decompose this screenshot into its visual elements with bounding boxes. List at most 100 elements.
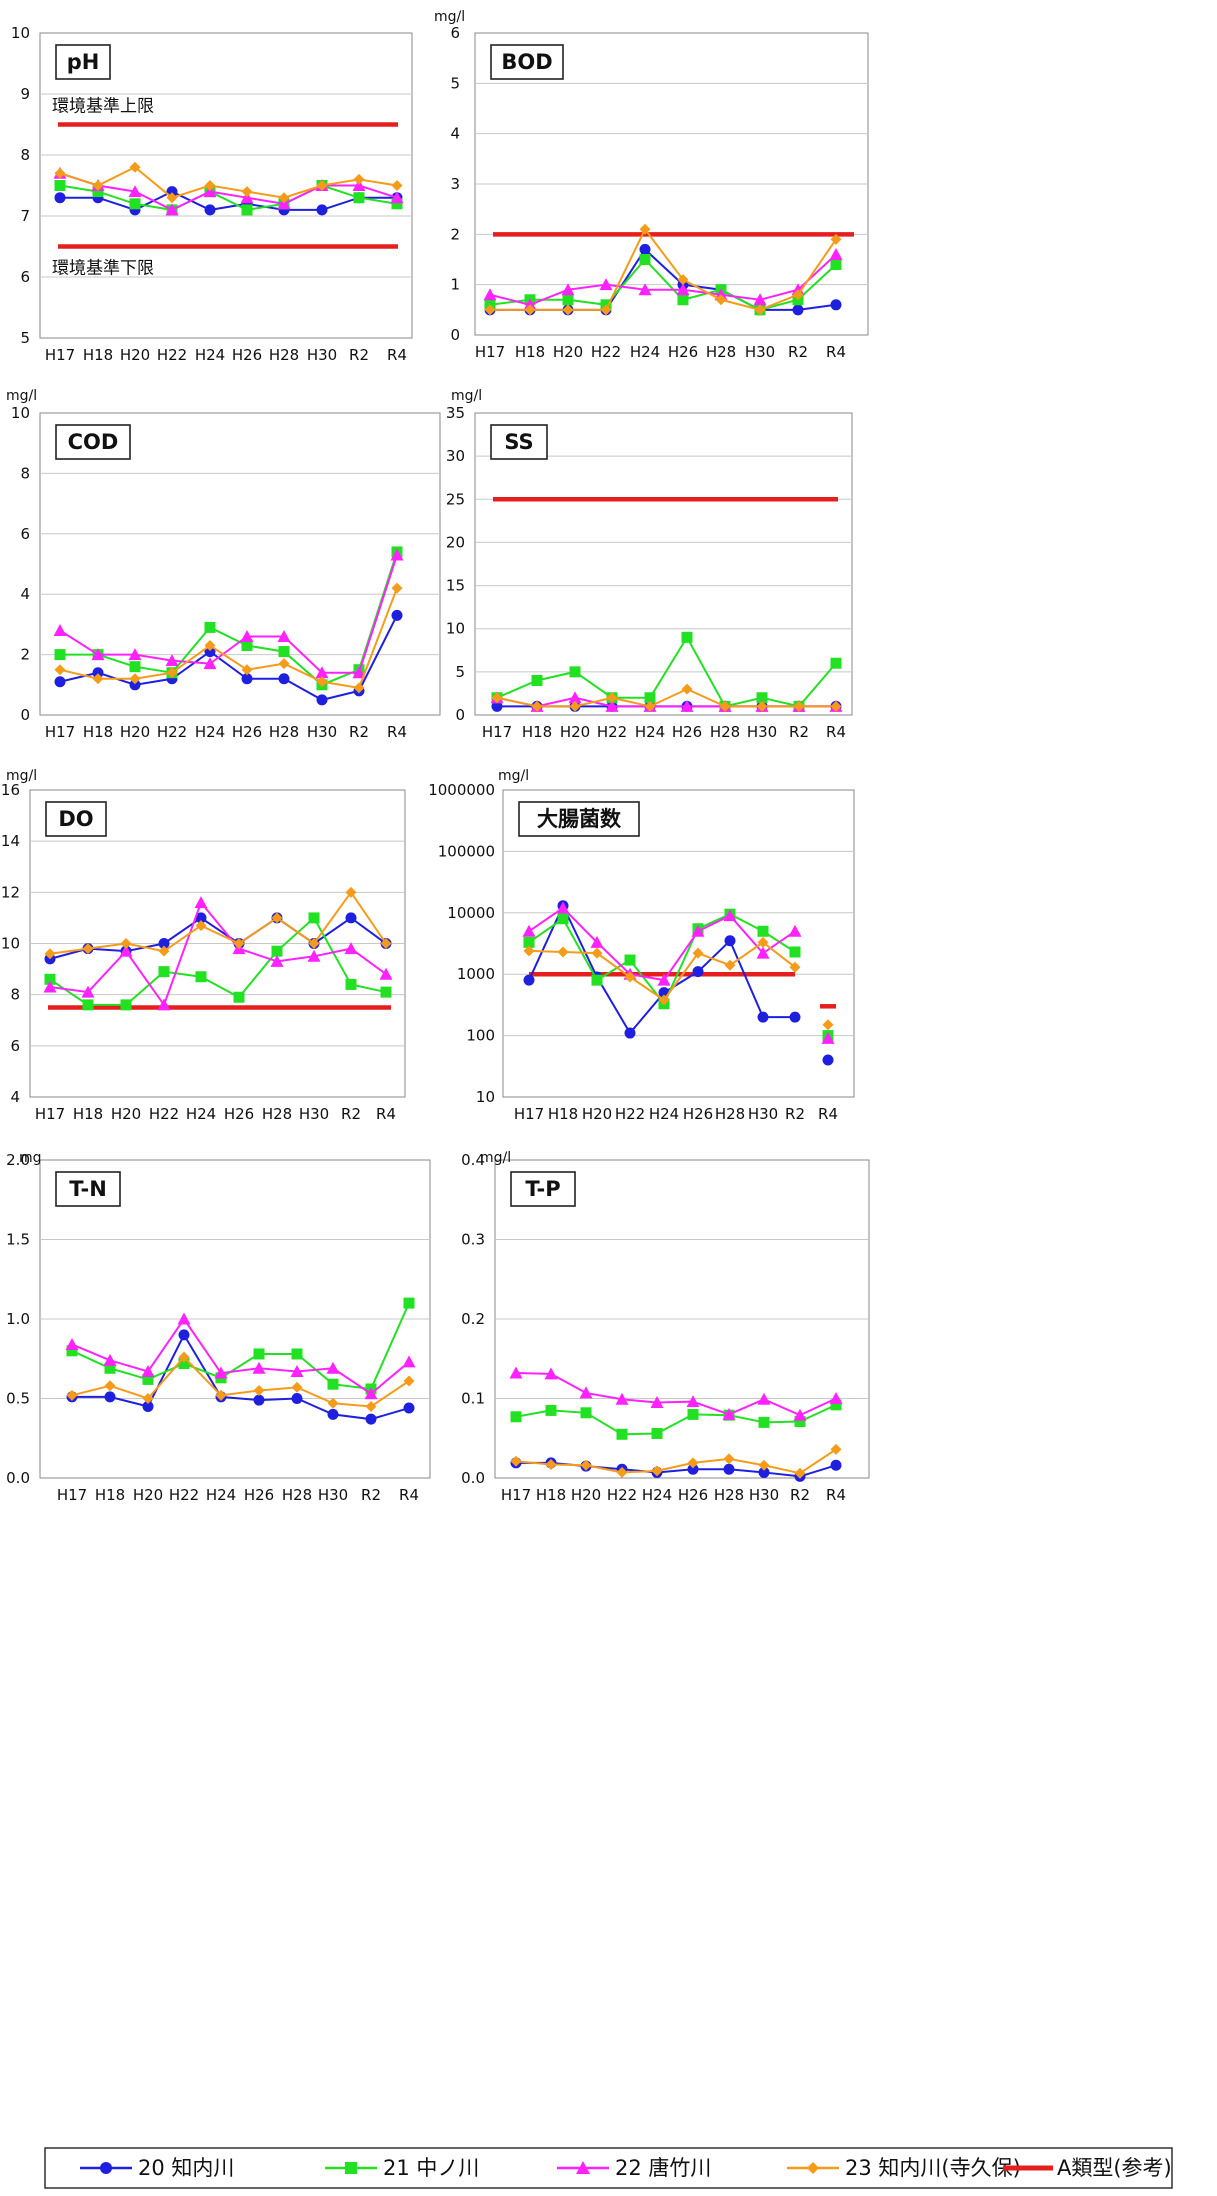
data-point <box>753 293 767 306</box>
x-tick-label: R4 <box>387 346 407 364</box>
y-tick-label: 0 <box>20 706 30 724</box>
series-line <box>49 890 387 955</box>
data-point <box>92 667 104 679</box>
series-line <box>489 258 837 311</box>
data-point <box>794 1416 806 1428</box>
chart-4: 4 6 8 10 12 14 16 H17 H18 H20 H22 H24 H26 H28 H30 R2 R4 m… <box>1 768 406 1123</box>
x-tick-label: R4 <box>826 1486 846 1504</box>
data-point <box>724 935 736 947</box>
x-tick-label: R2 <box>785 1105 805 1123</box>
data-point <box>715 294 727 306</box>
data-point <box>616 1466 628 1478</box>
y-tick-label: 0.0 <box>461 1469 485 1487</box>
x-tick-label: H20 <box>111 1105 141 1123</box>
data-point <box>658 994 670 1006</box>
data-point <box>104 1362 116 1374</box>
x-tick-label: H20 <box>582 1105 612 1123</box>
data-point <box>82 999 94 1011</box>
x-tick-label: H18 <box>548 1105 578 1123</box>
x-tick-label: H30 <box>745 343 775 361</box>
y-tick-label: 9 <box>20 85 30 103</box>
data-point <box>754 304 766 316</box>
data-point <box>142 1400 154 1412</box>
x-tick-label: H22 <box>157 346 187 364</box>
data-point <box>606 692 618 704</box>
data-point <box>252 1361 266 1374</box>
series-line <box>496 635 837 708</box>
chart-title-box <box>55 424 131 460</box>
series-line <box>490 227 837 311</box>
data-point <box>66 1389 78 1401</box>
data-point <box>531 700 543 712</box>
data-point <box>128 185 142 198</box>
y-tick-label: 3 <box>450 175 460 193</box>
chart-title-box <box>490 424 548 460</box>
data-point <box>390 191 404 204</box>
data-point <box>650 1395 664 1408</box>
data-point <box>54 664 66 676</box>
x-tick-label: R4 <box>387 723 407 741</box>
unit-label: mg/l <box>498 768 529 784</box>
data-point <box>830 259 842 271</box>
data-point <box>723 1453 735 1465</box>
data-point <box>352 666 366 679</box>
series-line <box>71 1302 410 1391</box>
data-point <box>316 676 328 688</box>
x-tick-label: R4 <box>376 1105 396 1123</box>
x-tick-label: H30 <box>307 723 337 741</box>
x-tick-label: R4 <box>826 343 846 361</box>
data-point <box>253 1385 265 1397</box>
chart-title: DO <box>58 807 93 831</box>
data-point <box>204 646 216 658</box>
data-point <box>687 1457 699 1469</box>
x-tick-label: H17 <box>514 1105 544 1123</box>
x-tick-label: H28 <box>262 1105 292 1123</box>
x-tick-label: H28 <box>710 723 740 741</box>
y-tick-label: 10 <box>11 404 30 422</box>
data-point <box>157 998 171 1011</box>
data-point <box>830 657 842 669</box>
x-tick-label: H18 <box>95 1486 125 1504</box>
y-tick-label: 5 <box>20 329 30 347</box>
x-tick-label: H18 <box>515 343 545 361</box>
x-tick-label: H22 <box>615 1105 645 1123</box>
unit-label: mg/l <box>480 1150 511 1166</box>
unit-label: mg <box>19 1150 42 1166</box>
x-tick-label: H18 <box>83 346 113 364</box>
y-tick-label: 0 <box>450 326 460 344</box>
y-tick-label: 10000 <box>447 904 495 922</box>
data-point <box>203 657 217 670</box>
legend-label: 22 唐竹川 <box>615 2156 711 2180</box>
x-tick-label: R4 <box>818 1105 838 1123</box>
x-tick-label: H24 <box>642 1486 672 1504</box>
data-point <box>316 180 328 191</box>
data-point <box>141 1364 155 1377</box>
chart-3: 0 5 10 15 20 25 30 35 H17 H18 H20 H22 H24 H26 H28 H30 R2… <box>446 388 853 741</box>
x-tick-label: H28 <box>715 1105 745 1123</box>
y-tick-label: 0.3 <box>461 1231 485 1249</box>
data-point <box>821 1031 835 1044</box>
data-point <box>580 1459 592 1471</box>
data-point <box>120 999 132 1011</box>
data-point <box>788 924 802 937</box>
data-point <box>278 192 290 204</box>
data-point <box>562 294 574 306</box>
data-point <box>522 924 536 937</box>
data-point <box>491 692 503 704</box>
data-point <box>43 980 57 993</box>
data-point <box>215 1389 227 1401</box>
data-point <box>757 925 769 937</box>
x-tick-label: H26 <box>244 1486 274 1504</box>
data-point <box>724 959 736 971</box>
series-line <box>59 172 398 212</box>
data-point <box>789 946 801 958</box>
data-point <box>142 1393 154 1404</box>
data-point <box>54 167 66 179</box>
x-tick-label: H24 <box>195 723 225 741</box>
y-tick-label: 0.0 <box>6 1469 30 1487</box>
y-tick-label: 2 <box>20 646 30 664</box>
y-tick-label: 14 <box>1 832 20 850</box>
data-point <box>830 1399 842 1411</box>
x-tick-label: H18 <box>83 723 113 741</box>
data-point <box>590 935 604 948</box>
